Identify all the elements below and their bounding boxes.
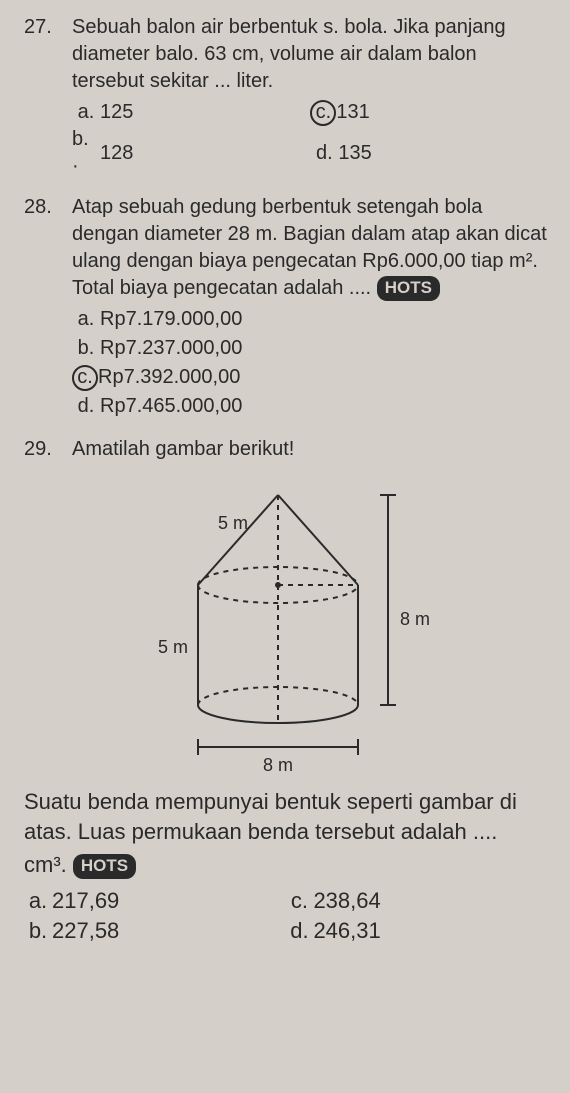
question-number: 28.	[24, 194, 72, 221]
option-value: 131	[336, 99, 369, 126]
option-value: 238,64	[313, 886, 380, 916]
option-letter: d.	[310, 140, 338, 167]
options: a. 125 c. 131 b. · 128 d. 135	[72, 99, 552, 180]
option-letter: d.	[285, 916, 313, 946]
label-cone-slant: 5 m	[218, 513, 248, 533]
question-number: 29.	[24, 436, 72, 463]
hots-badge: HOTS	[377, 276, 440, 301]
option-a: a. 217,69	[24, 886, 277, 916]
options: a. 217,69 c. 238,64 b. 227,58 d. 246,31	[24, 886, 552, 945]
options: a. Rp7.179.000,00 b. Rp7.237.000,00 c. R…	[72, 306, 552, 422]
question-29: 29. Amatilah gambar berikut!	[24, 436, 552, 945]
option-c: c. 238,64	[285, 886, 538, 916]
option-value: Rp7.237.000,00	[100, 335, 242, 362]
question-number: 27.	[24, 14, 72, 41]
question-text-inner: Atap sebuah gedung berbentuk setengah bo…	[72, 196, 547, 299]
option-b: b. 227,58	[24, 916, 277, 946]
option-letter: d.	[72, 393, 100, 420]
option-letter: a.	[24, 886, 52, 916]
option-c: c. 131	[310, 99, 540, 126]
question-27: 27. Sebuah balon air berbentuk s. bola. …	[24, 14, 552, 180]
hots-badge: HOTS	[73, 854, 136, 879]
option-b: b. Rp7.237.000,00	[72, 335, 544, 362]
option-value: Rp7.179.000,00	[100, 306, 242, 333]
option-letter: c.	[285, 886, 313, 916]
diagram: 5 m 5 m 8 m 8 m	[24, 475, 552, 775]
question-intro: Amatilah gambar berikut!	[72, 436, 552, 463]
option-value: Rp7.392.000,00	[98, 364, 240, 391]
option-letter: a.	[72, 99, 100, 126]
cone-cylinder-diagram: 5 m 5 m 8 m 8 m	[118, 475, 458, 775]
option-letter: b.	[24, 916, 52, 946]
option-letter: b.	[72, 335, 100, 362]
question-unit-line: cm³. HOTS	[24, 850, 552, 880]
option-value: 217,69	[52, 886, 119, 916]
label-cyl-height: 5 m	[158, 637, 188, 657]
option-letter: a.	[72, 306, 100, 333]
question-text: Sebuah balon air berbentuk s. bola. Jika…	[72, 14, 552, 95]
option-d: d. Rp7.465.000,00	[72, 393, 544, 420]
question-28: 28. Atap sebuah gedung berbentuk setenga…	[24, 194, 552, 422]
option-value: 128	[100, 140, 133, 167]
option-value: 135	[338, 140, 371, 167]
option-a: a. Rp7.179.000,00	[72, 306, 544, 333]
option-value: 227,58	[52, 916, 119, 946]
option-value: 125	[100, 99, 133, 126]
unit-label: cm³.	[24, 852, 67, 877]
option-d: d. 135	[310, 126, 540, 180]
question-text: Atap sebuah gedung berbentuk setengah bo…	[72, 194, 552, 302]
label-base-width: 8 m	[263, 755, 293, 775]
option-c: c. Rp7.392.000,00	[72, 364, 544, 391]
option-d: d. 246,31	[285, 916, 538, 946]
option-value: Rp7.465.000,00	[100, 393, 242, 420]
option-letter: c.	[310, 100, 336, 126]
option-b: b. · 128	[72, 126, 302, 180]
option-value: 246,31	[313, 916, 380, 946]
question-text: Suatu benda mempunyai bentuk seperti gam…	[24, 787, 552, 846]
option-letter: c.	[72, 365, 98, 391]
option-letter: b. ·	[72, 126, 100, 180]
option-a: a. 125	[72, 99, 302, 126]
label-total-height: 8 m	[400, 609, 430, 629]
